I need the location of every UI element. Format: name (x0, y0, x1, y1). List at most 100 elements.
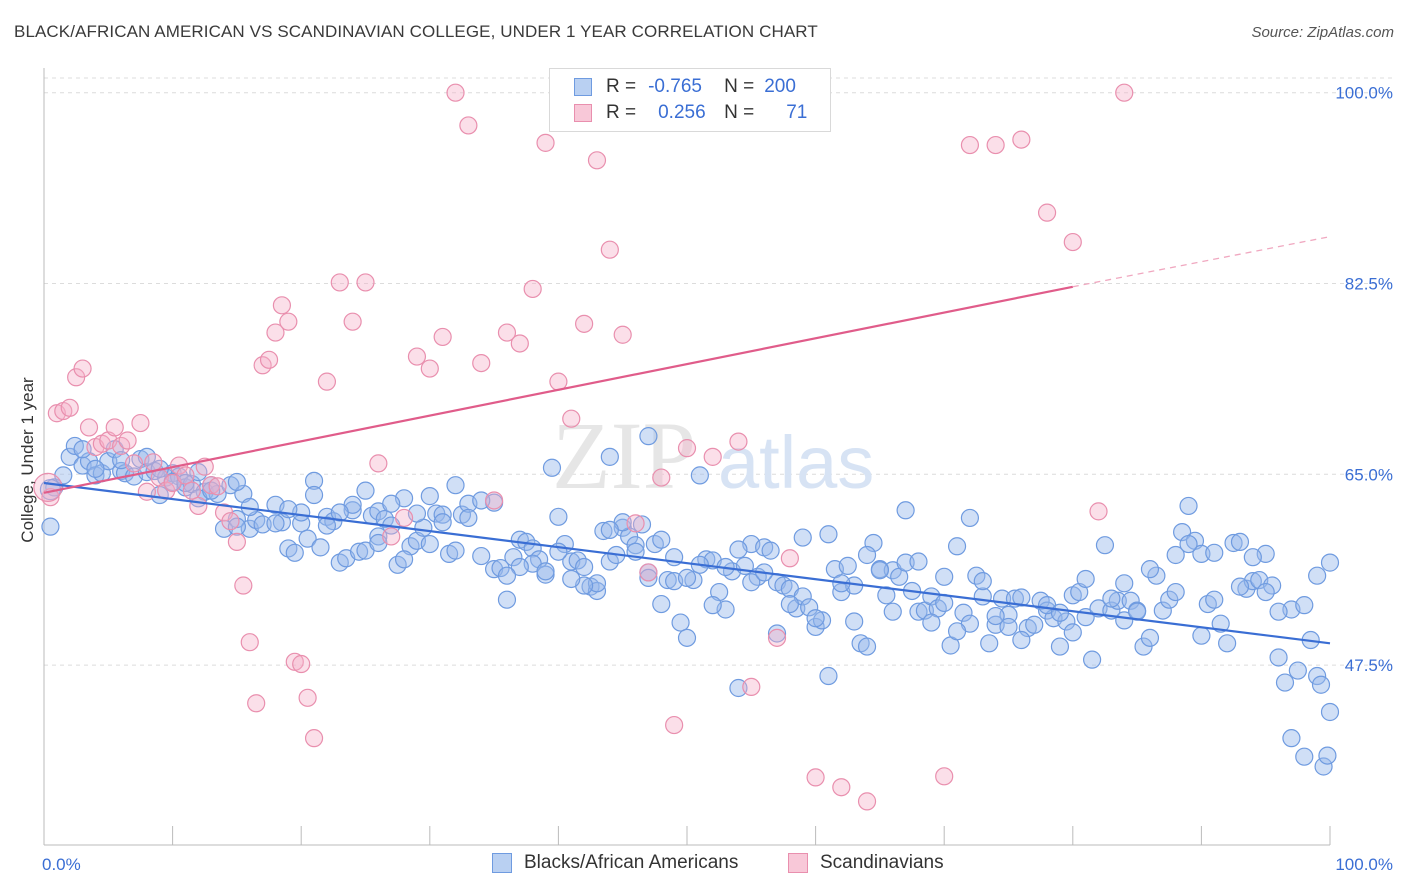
scandinavians-point (960, 135, 980, 155)
scandinavians-point (382, 527, 401, 546)
scandinavians-point (510, 334, 529, 353)
blacks-point (285, 543, 304, 562)
chart-title: BLACK/AFRICAN AMERICAN VS SCANDINAVIAN C… (14, 22, 818, 41)
blacks-point (819, 666, 838, 686)
scandinavians-point (137, 482, 156, 501)
blacks-point (1263, 576, 1282, 595)
blacks-point (1320, 702, 1340, 722)
legend-row-blacks: R = -0.765 N = 200 (574, 75, 796, 99)
scandinavians-point (73, 359, 92, 378)
blacks-point (1230, 532, 1250, 552)
blacks-point (999, 617, 1018, 637)
blacks-point (41, 517, 60, 536)
blacks-point (1076, 569, 1095, 589)
blacks-point (819, 525, 838, 544)
blacks-point (446, 476, 465, 495)
blacks-point (838, 556, 857, 575)
scandinavians-point (227, 532, 246, 552)
blacks-point (369, 527, 388, 546)
scandinavians-point (420, 359, 439, 378)
blacks-point (1295, 596, 1314, 615)
scandinavians-point (1037, 203, 1057, 222)
blacks-point (497, 590, 517, 609)
scandinavians-point (118, 431, 137, 450)
grid-lines (44, 77, 1395, 666)
scandinavians-point (124, 454, 144, 473)
scandinavians-point (600, 240, 619, 259)
legend-swatch-pink (574, 104, 592, 122)
scandinavians-point (832, 778, 851, 797)
scandinavians-point (986, 135, 1005, 155)
blacks-point (639, 427, 658, 446)
scandinavians-point (356, 273, 375, 292)
series-scandinavians-points (33, 83, 1134, 811)
scandinavians-point (742, 677, 761, 697)
blacks-point (767, 624, 787, 643)
blacks-point (793, 528, 812, 547)
scandinavians-point (221, 512, 240, 531)
blacks-point (652, 594, 671, 614)
x-tick-label: 100.0% (1335, 855, 1393, 874)
blacks-point (575, 557, 594, 577)
blacks-point (1318, 746, 1337, 765)
scandinavians-point (1012, 130, 1031, 149)
source-label: Source: ZipAtlas.com (1251, 24, 1394, 41)
y-tick-label: 100.0% (1335, 84, 1393, 103)
blacks-point (600, 520, 619, 540)
blacks-point (909, 552, 928, 571)
y-tick-label: 65.0% (1345, 465, 1393, 484)
blacks-point (742, 573, 761, 592)
scandinavians-point (497, 323, 517, 342)
blacks-point (446, 541, 465, 560)
scandinavians-point (394, 508, 414, 528)
scandinavians-trend-line (43, 285, 1074, 494)
blacks-point (896, 553, 915, 572)
scandinavians-point (935, 767, 954, 786)
y-axis-label: College, Under 1 year (18, 377, 37, 543)
y-tick-label: 82.5% (1345, 275, 1393, 294)
blacks-point (1166, 582, 1185, 602)
blacks-point (1269, 648, 1288, 667)
blacks-point (1230, 577, 1250, 596)
blacks-point (1012, 630, 1031, 650)
blacks-point (549, 507, 568, 526)
blacks-point (1121, 591, 1140, 610)
blacks-point (1314, 757, 1333, 776)
blacks-point (317, 516, 337, 535)
blacks-point (1012, 588, 1031, 607)
scandinavians-point (613, 325, 632, 344)
legend-n-label: N = (724, 102, 755, 123)
blacks-point (266, 514, 285, 533)
blacks-point (594, 521, 613, 541)
blacks-point (600, 447, 619, 466)
blacks-point (973, 572, 992, 591)
legend-swatch-blue (574, 78, 592, 96)
scandinavians-point (485, 491, 504, 510)
y-tick-label: 47.5% (1345, 656, 1393, 675)
scandinavians-point (1115, 83, 1134, 102)
blacks-point (1153, 601, 1172, 620)
blacks-point (1102, 589, 1121, 608)
scandinavians-point (665, 715, 684, 735)
scandinavians-point (677, 439, 697, 458)
blacks-point (1243, 548, 1262, 567)
scandinavians-point (247, 694, 266, 713)
blacks-point (922, 613, 941, 632)
scandinavians-point (407, 347, 427, 366)
blacks-point (947, 537, 967, 556)
scandinavians-trend-extension (1072, 235, 1331, 288)
blacks-point (86, 459, 105, 478)
blacks-point (973, 587, 992, 606)
scandinavians-point (703, 447, 722, 466)
scandinavians-point (472, 353, 491, 373)
scandinavians-point (587, 151, 607, 170)
blacks-point (1256, 582, 1275, 602)
scandinavians-point (639, 563, 658, 582)
scandinavians-point (292, 654, 311, 674)
scandinavians-point (433, 327, 452, 347)
scandinavians-point (1089, 502, 1108, 521)
blacks-point (639, 568, 658, 587)
blacks-point (176, 473, 195, 493)
bottom-legend-label: Blacks/African Americans (524, 852, 739, 873)
axes (43, 68, 1331, 846)
